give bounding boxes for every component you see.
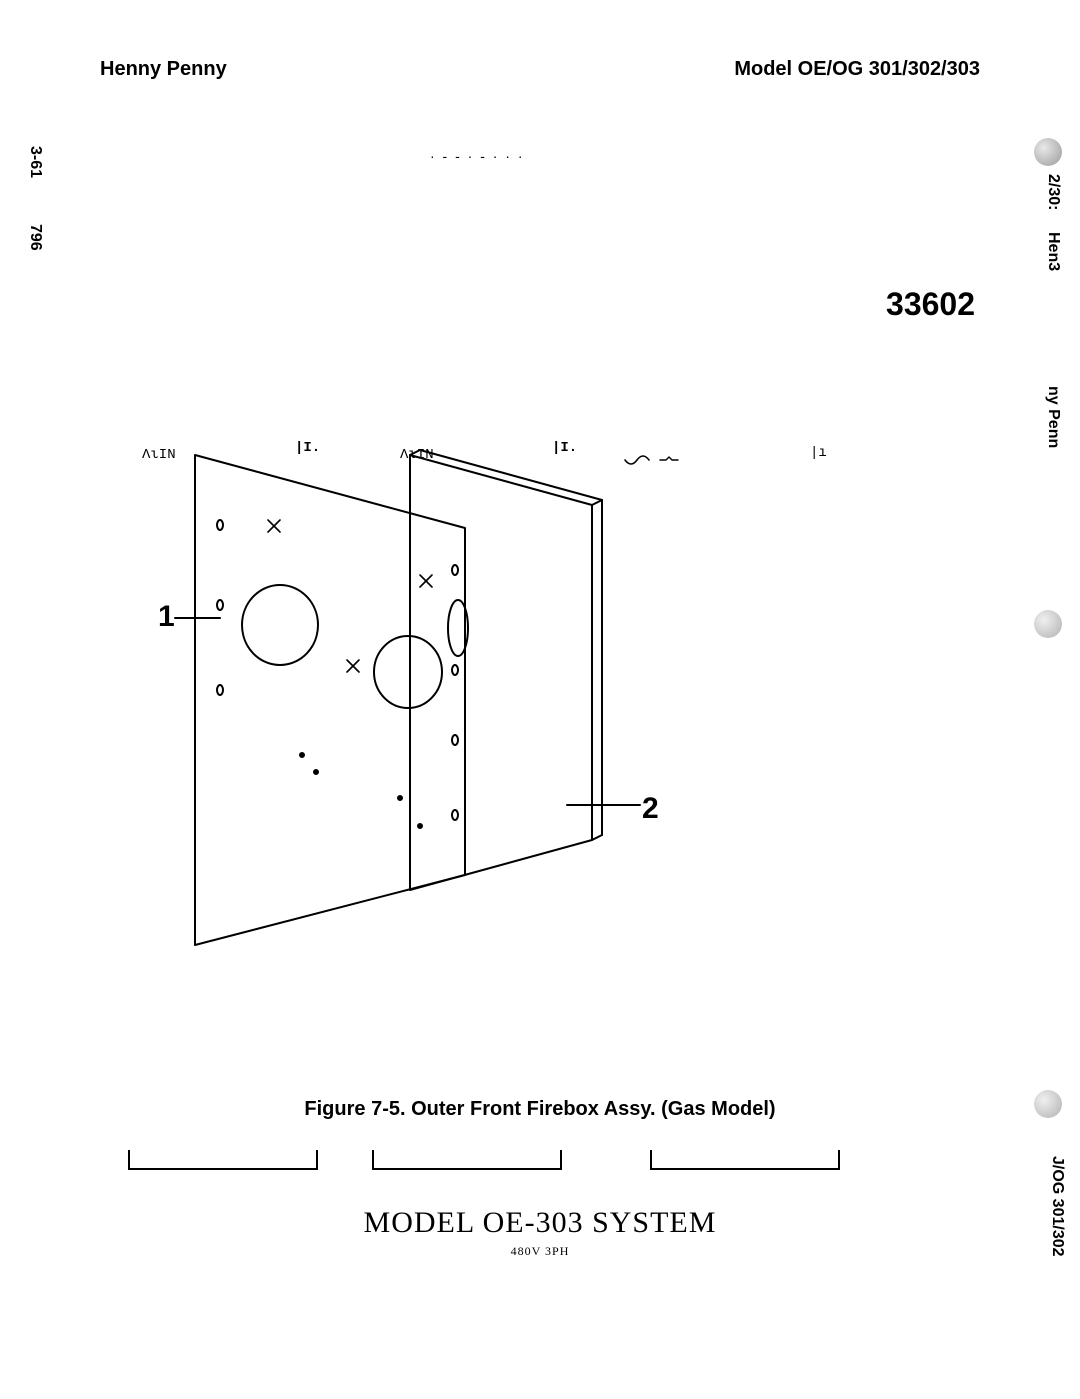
system-subtitle: 480V 3PH xyxy=(0,1244,1080,1259)
artifact-text: |ı xyxy=(810,445,827,461)
system-title: MODEL OE-303 SYSTEM xyxy=(0,1206,1080,1240)
header-company: Henny Penny xyxy=(100,58,227,81)
callout-1: 1 xyxy=(158,600,175,634)
side-page-ref: 3-61 xyxy=(26,146,44,178)
figure-caption: Figure 7-5. Outer Front Firebox Assy. (G… xyxy=(0,1098,1080,1121)
bracket-icon xyxy=(372,1150,562,1170)
side-number: 796 xyxy=(26,224,44,251)
header-model: Model OE/OG 301/302/303 xyxy=(734,58,980,81)
bracket-icon xyxy=(650,1150,840,1170)
right-rail-text-2: Hen3 xyxy=(1044,232,1062,271)
punch-hole-icon xyxy=(1034,138,1062,166)
artifact-dots: · - - · - · · · xyxy=(430,148,525,164)
part-number: 33602 xyxy=(886,286,975,323)
right-rail-text-3: ny Penn xyxy=(1044,386,1062,448)
punch-hole-icon xyxy=(1034,610,1062,638)
firebox-diagram xyxy=(100,410,720,950)
right-rail-text-1: 2/30: xyxy=(1044,174,1062,210)
bracket-icon xyxy=(128,1150,318,1170)
callout-2: 2 xyxy=(642,792,659,826)
page: Henny Penny Model OE/OG 301/302/303 3-61… xyxy=(0,0,1080,1399)
